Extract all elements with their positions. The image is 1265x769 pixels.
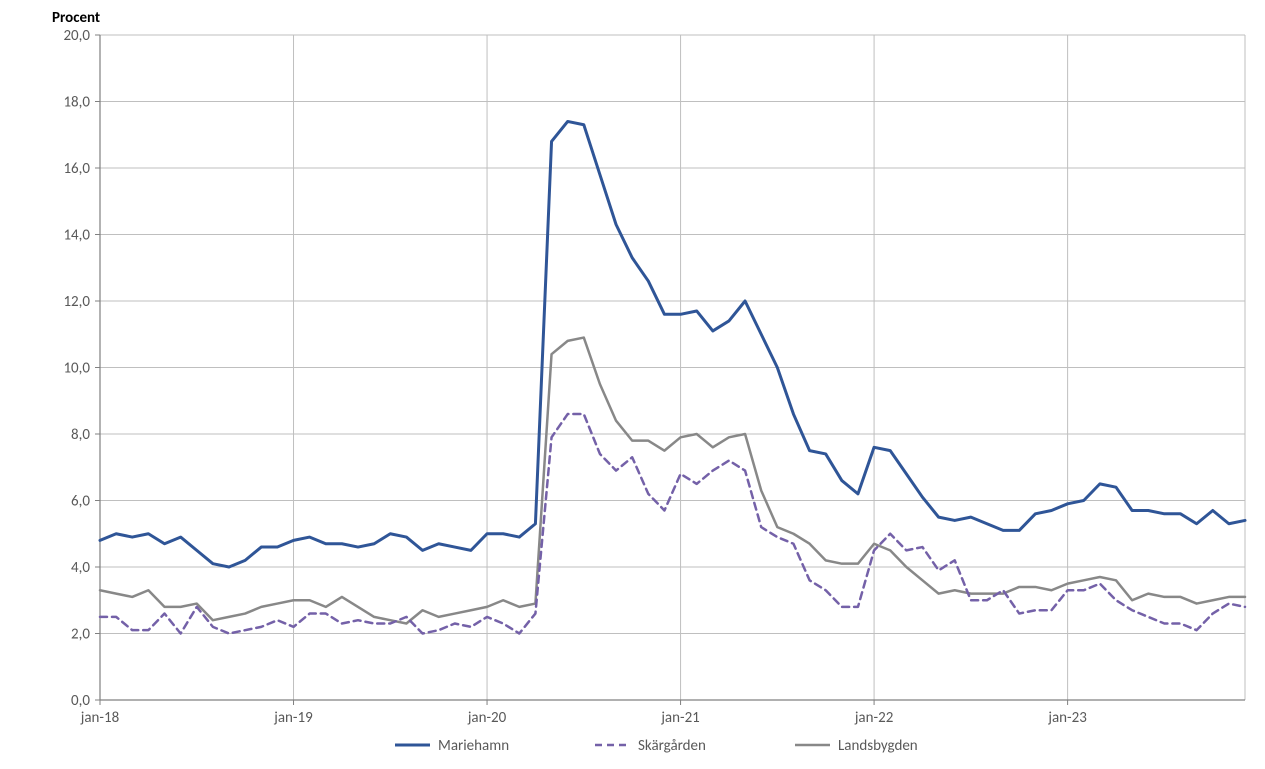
x-tick-label: jan-18 xyxy=(80,709,119,727)
y-tick-label: 20,0 xyxy=(63,27,90,45)
chart-bg xyxy=(0,0,1265,769)
x-tick-label: jan-22 xyxy=(854,709,893,727)
y-tick-label: 4,0 xyxy=(71,559,90,577)
x-tick-label: jan-23 xyxy=(1047,709,1087,727)
y-tick-label: 8,0 xyxy=(71,426,90,444)
legend-label: Landsbygden xyxy=(838,737,918,755)
y-tick-label: 10,0 xyxy=(63,360,90,378)
x-tick-label: jan-21 xyxy=(660,709,699,727)
y-tick-label: 14,0 xyxy=(63,227,90,245)
y-tick-label: 16,0 xyxy=(63,160,90,178)
y-tick-label: 18,0 xyxy=(63,94,90,112)
y-tick-label: 0,0 xyxy=(71,692,90,710)
y-axis-title: Procent xyxy=(52,9,100,27)
line-chart: 0,0 2,0 4,0 6,0 8,0 10,0 12,0 14,0 16,0 18,0 20,0 j… xyxy=(0,0,1265,769)
x-tick-label: jan-20 xyxy=(467,709,507,727)
chart-container: 0,0 2,0 4,0 6,0 8,0 10,0 12,0 14,0 16,0 18,0 20,0 j… xyxy=(0,0,1265,769)
y-tick-label: 12,0 xyxy=(63,293,90,311)
legend-label: Mariehamn xyxy=(438,737,509,755)
y-tick-label: 6,0 xyxy=(71,493,90,511)
legend-label: Skärgården xyxy=(638,737,706,755)
y-tick-label: 2,0 xyxy=(71,626,90,644)
x-tick-label: jan-19 xyxy=(273,709,313,727)
